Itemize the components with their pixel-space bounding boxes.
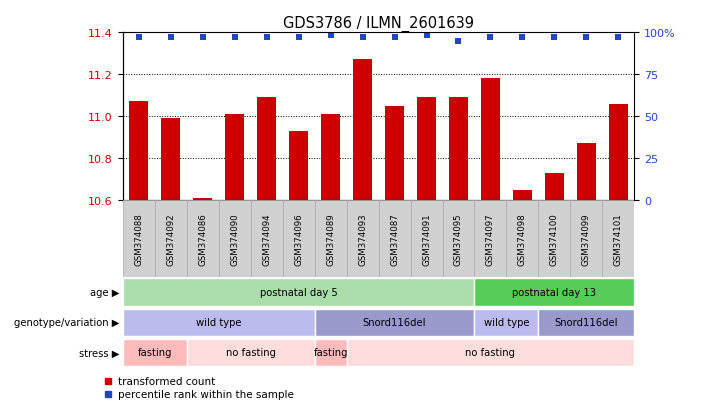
Bar — [315, 309, 475, 336]
Bar — [219, 201, 251, 277]
Text: GSM374091: GSM374091 — [422, 213, 431, 265]
Point — [517, 35, 528, 41]
Bar — [442, 201, 475, 277]
Bar — [161, 119, 180, 201]
Bar — [129, 102, 149, 201]
Text: wild type: wild type — [196, 317, 241, 328]
Point — [325, 33, 336, 40]
Point — [293, 35, 304, 41]
Bar — [475, 309, 538, 336]
Text: fasting: fasting — [313, 347, 348, 358]
Bar — [417, 98, 436, 201]
Bar — [449, 98, 468, 201]
Bar — [602, 201, 634, 277]
Bar — [538, 201, 571, 277]
Bar — [257, 98, 276, 201]
Bar — [225, 115, 244, 201]
Bar — [577, 144, 596, 201]
Bar — [186, 339, 315, 366]
Text: GSM374093: GSM374093 — [358, 213, 367, 265]
Point — [133, 35, 144, 41]
Text: GSM374086: GSM374086 — [198, 213, 207, 265]
Point — [229, 35, 240, 41]
Bar — [283, 201, 315, 277]
Point — [165, 35, 176, 41]
Bar — [411, 201, 442, 277]
Bar — [506, 201, 538, 277]
Text: GSM374089: GSM374089 — [326, 213, 335, 265]
Text: GSM374100: GSM374100 — [550, 213, 559, 265]
Point — [485, 35, 496, 41]
Text: Snord116del: Snord116del — [554, 317, 618, 328]
Text: GSM374099: GSM374099 — [582, 213, 591, 265]
Text: age ▶: age ▶ — [90, 287, 119, 297]
Bar — [289, 132, 308, 201]
Bar — [123, 309, 315, 336]
Title: GDS3786 / ILMN_2601639: GDS3786 / ILMN_2601639 — [283, 16, 474, 32]
Text: no fasting: no fasting — [465, 347, 515, 358]
Bar — [475, 201, 506, 277]
Bar — [251, 201, 283, 277]
Text: GSM374092: GSM374092 — [166, 213, 175, 265]
Bar — [538, 309, 634, 336]
Bar — [379, 201, 411, 277]
Bar — [315, 339, 346, 366]
Text: fasting: fasting — [137, 347, 172, 358]
Bar — [545, 173, 564, 201]
Bar — [608, 104, 628, 201]
Bar — [186, 201, 219, 277]
Point — [357, 35, 368, 41]
Text: genotype/variation ▶: genotype/variation ▶ — [14, 317, 119, 328]
Text: GSM374088: GSM374088 — [134, 213, 143, 265]
Text: GSM374101: GSM374101 — [614, 213, 623, 265]
Text: postnatal day 5: postnatal day 5 — [259, 287, 337, 297]
Text: GSM374087: GSM374087 — [390, 213, 399, 265]
Bar — [155, 201, 186, 277]
Text: GSM374095: GSM374095 — [454, 213, 463, 265]
Bar — [321, 115, 340, 201]
Text: stress ▶: stress ▶ — [79, 347, 119, 358]
Bar — [346, 339, 634, 366]
Bar — [315, 201, 346, 277]
Bar — [123, 279, 475, 306]
Text: GSM374098: GSM374098 — [518, 213, 527, 265]
Bar — [193, 199, 212, 201]
Text: GSM374096: GSM374096 — [294, 213, 303, 265]
Legend: transformed count, percentile rank within the sample: transformed count, percentile rank withi… — [100, 372, 298, 404]
Text: Snord116del: Snord116del — [363, 317, 426, 328]
Point — [421, 33, 432, 40]
Point — [613, 35, 624, 41]
Bar — [353, 60, 372, 201]
Point — [581, 35, 592, 41]
Bar — [346, 201, 379, 277]
Bar — [481, 79, 500, 201]
Text: GSM374097: GSM374097 — [486, 213, 495, 265]
Text: wild type: wild type — [484, 317, 529, 328]
Point — [453, 38, 464, 45]
Text: GSM374090: GSM374090 — [230, 213, 239, 265]
Bar — [123, 201, 155, 277]
Text: postnatal day 13: postnatal day 13 — [512, 287, 597, 297]
Point — [389, 35, 400, 41]
Point — [549, 35, 560, 41]
Point — [197, 35, 208, 41]
Text: GSM374094: GSM374094 — [262, 213, 271, 265]
Bar — [571, 201, 602, 277]
Bar — [123, 339, 186, 366]
Text: no fasting: no fasting — [226, 347, 275, 358]
Bar — [475, 279, 634, 306]
Bar — [385, 107, 404, 201]
Bar — [513, 190, 532, 201]
Point — [261, 35, 272, 41]
